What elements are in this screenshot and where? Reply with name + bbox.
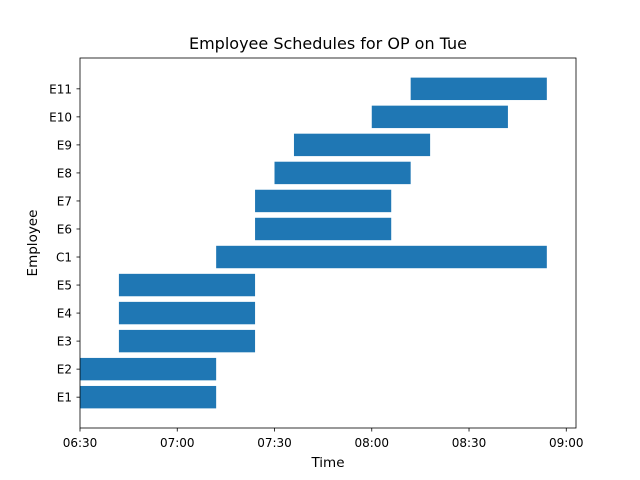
x-tick-label-0800: 08:00 (354, 436, 389, 450)
x-tick-label-0900: 09:00 (549, 436, 584, 450)
y-tick-label-e1: E1 (57, 391, 72, 405)
x-tick-label-0630: 06:30 (63, 436, 98, 450)
y-tick-label-e7: E7 (57, 194, 72, 208)
bar-e11 (410, 77, 547, 101)
y-axis: E1 E2 E3 E4 E5 C1 E6 E7 E8 E9 E10 E11 (49, 82, 80, 405)
y-tick-label-e5: E5 (57, 279, 72, 293)
bars-layer (80, 77, 547, 409)
chart-title: Employee Schedules for OP on Tue (189, 34, 467, 53)
plot-frame (79, 57, 577, 429)
y-tick-label-e10: E10 (49, 110, 72, 124)
x-tick-label-0830: 08:30 (452, 436, 487, 450)
y-tick-label-e4: E4 (57, 307, 72, 321)
bar-e3 (118, 329, 256, 353)
y-tick-label-c1: C1 (56, 251, 72, 265)
bar-e7 (255, 189, 392, 213)
y-tick-label-e3: E3 (57, 335, 72, 349)
bar-e9 (293, 133, 431, 157)
bar-e8 (274, 161, 411, 185)
x-tick-label-0700: 07:00 (160, 436, 195, 450)
bar-e2 (80, 357, 217, 381)
bar-e6 (255, 217, 392, 241)
bar-e10 (371, 105, 508, 129)
y-tick-label-e11: E11 (49, 82, 72, 96)
y-tick-label-e2: E2 (57, 363, 72, 377)
bar-e5 (118, 273, 256, 297)
bar-e1 (80, 385, 217, 409)
y-tick-label-e6: E6 (57, 222, 72, 236)
y-tick-label-e9: E9 (57, 138, 72, 152)
y-axis-label: Employee (25, 210, 41, 277)
bar-c1 (216, 245, 547, 269)
x-tick-label-0730: 07:30 (257, 436, 292, 450)
bar-e4 (118, 301, 256, 325)
x-axis-label: Time (310, 455, 344, 471)
x-axis: 06:30 07:00 07:30 08:00 08:30 09:00 (63, 428, 584, 450)
y-tick-label-e8: E8 (57, 166, 72, 180)
